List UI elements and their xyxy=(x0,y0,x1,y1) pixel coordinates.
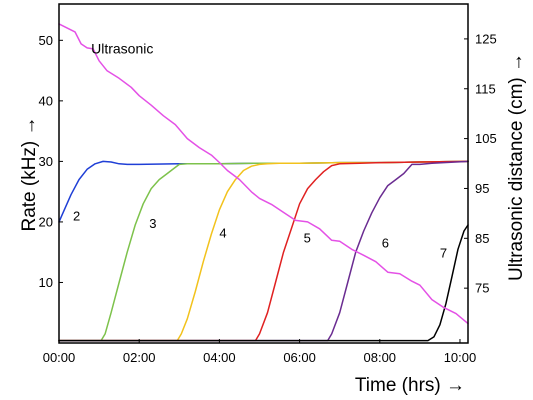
series-label-ultrasonic: Ultrasonic xyxy=(91,41,153,57)
series-labels: 2 3 4 5 6 7 Ultrasonic xyxy=(73,41,447,261)
y-tick-label: 40 xyxy=(39,93,53,108)
x-axis-ticks: 00:00 02:00 04:00 06:00 08:00 10:00 xyxy=(43,339,477,365)
series-label-6: 6 xyxy=(382,235,389,250)
series-lines xyxy=(58,23,469,342)
plot-frame xyxy=(58,3,469,344)
series-line-6 xyxy=(58,160,469,342)
y2-tick-label: 85 xyxy=(475,231,489,246)
y2-axis-ticks: 75 85 95 105 115 125 xyxy=(464,31,497,296)
series-label-5: 5 xyxy=(304,231,311,246)
y-tick-label: 50 xyxy=(39,33,53,48)
series-line-ultrasonic xyxy=(58,23,469,325)
x-tick-label: 06:00 xyxy=(283,350,316,365)
series-label-3: 3 xyxy=(149,216,156,231)
series-label-4: 4 xyxy=(219,226,226,241)
y2-tick-label: 115 xyxy=(475,81,496,96)
y2-tick-label: 75 xyxy=(475,281,489,296)
x-tick-label: 04:00 xyxy=(203,350,236,365)
series-line-3 xyxy=(58,160,469,342)
x-axis-title: Time (hrs) → xyxy=(355,375,465,396)
x-tick-label: 10:00 xyxy=(444,350,477,365)
series-label-2: 2 xyxy=(73,209,80,224)
y2-tick-label: 95 xyxy=(475,181,489,196)
x-tick-label: 00:00 xyxy=(43,350,76,365)
series-line-4 xyxy=(58,160,469,342)
series-label-7: 7 xyxy=(440,246,447,261)
series-line-5 xyxy=(58,160,469,342)
x-tick-label: 02:00 xyxy=(123,350,156,365)
x-tick-label: 08:00 xyxy=(364,350,397,365)
y-tick-label: 20 xyxy=(39,214,53,229)
y2-axis-title: Ultrasonic distance (cm) → xyxy=(506,53,527,281)
y-tick-label: 10 xyxy=(39,275,53,290)
y2-tick-label: 125 xyxy=(475,31,497,46)
y2-tick-label: 105 xyxy=(475,131,497,146)
y-tick-label: 30 xyxy=(39,154,53,169)
y-axis-title: Rate (kHz) → xyxy=(19,116,40,231)
y-axis-ticks: 10 20 30 40 50 xyxy=(39,33,63,290)
series-line-7 xyxy=(58,224,469,342)
